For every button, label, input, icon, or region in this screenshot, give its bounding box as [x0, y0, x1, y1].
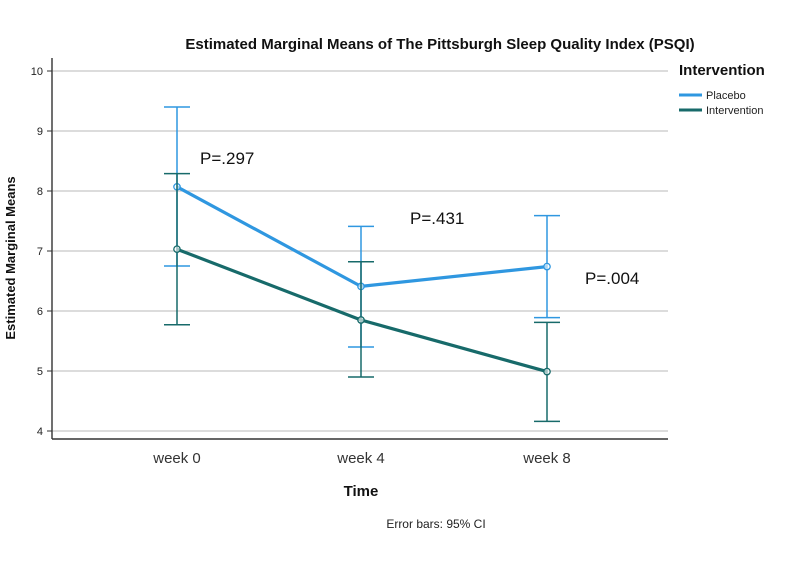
y-tick-10: 10: [31, 66, 43, 78]
y-tick-6: 6: [37, 306, 43, 318]
x-tick-week-4: week 4: [336, 450, 385, 467]
y-tick-7: 7: [37, 246, 43, 258]
legend: Intervention Placebo Intervention: [679, 62, 765, 117]
x-axis-label: Time: [344, 483, 379, 500]
legend-title: Intervention: [679, 62, 765, 79]
y-tick-5: 5: [37, 366, 43, 378]
footnote: Error bars: 95% CI: [386, 517, 485, 531]
x-tick-week-0: week 0: [152, 450, 201, 467]
point-intervention-2: [543, 367, 551, 376]
chart-title: Estimated Marginal Means of The Pittsbur…: [185, 36, 694, 53]
y-tick-8: 8: [37, 186, 43, 198]
point-intervention-0: [173, 245, 181, 254]
legend-label-intervention: Intervention: [706, 105, 763, 117]
y-tick-9: 9: [37, 126, 43, 138]
grid-layer: [47, 70, 668, 432]
point-placebo-2: [543, 262, 551, 271]
y-axis-label: Estimated Marginal Means: [3, 176, 18, 339]
y-tick-4: 4: [37, 426, 43, 438]
p-value-week-8: P=.004: [585, 269, 639, 288]
series-intervention: [164, 172, 560, 423]
point-intervention-1: [357, 316, 365, 324]
x-tick-week-8: week 8: [522, 450, 571, 467]
series-layer: [164, 106, 560, 423]
y-tick-labels: 4 5 6 7 8 9 10: [31, 66, 43, 438]
p-value-week-4: P=.431: [410, 209, 464, 228]
legend-label-placebo: Placebo: [706, 90, 746, 102]
p-value-week-0: P=.297: [200, 149, 254, 168]
